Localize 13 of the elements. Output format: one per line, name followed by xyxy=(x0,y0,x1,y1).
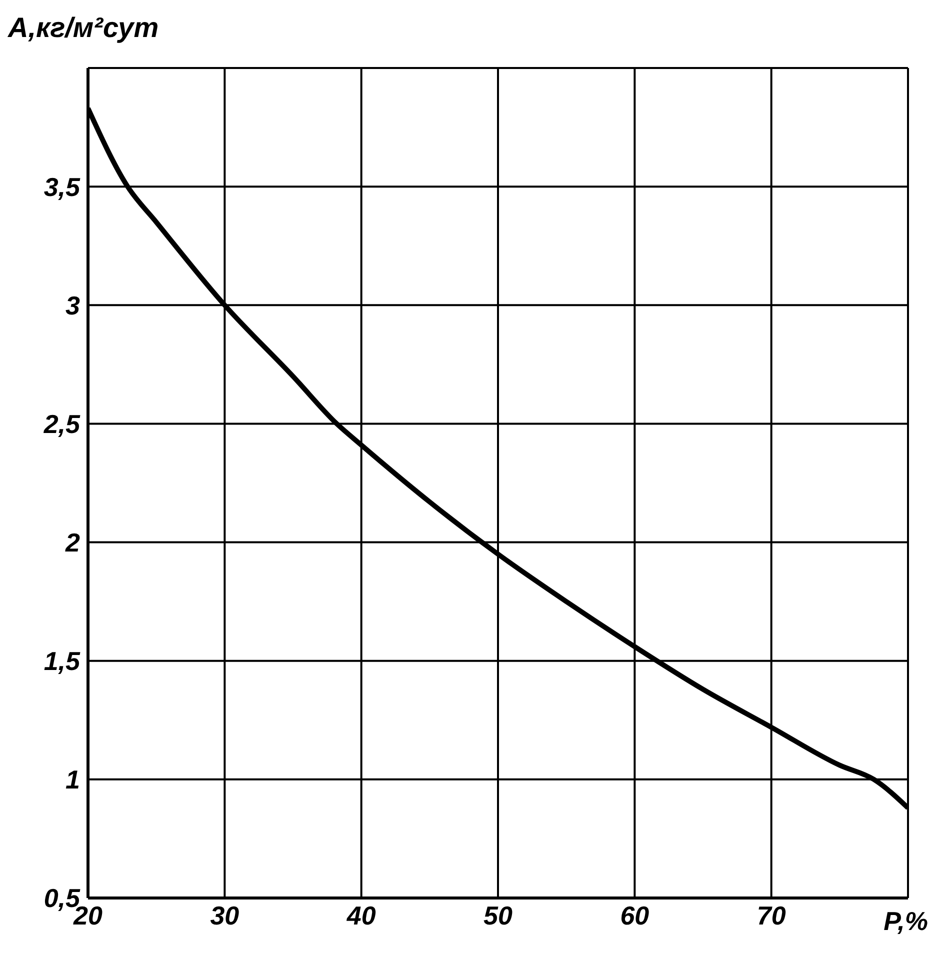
x-tick-label: 50 xyxy=(484,900,513,930)
y-tick-label: 1 xyxy=(66,764,80,795)
x-tick-label: 60 xyxy=(620,900,650,930)
x-axis-title: P,% xyxy=(884,906,928,937)
y-tick-label: 3,5 xyxy=(44,172,81,202)
x-tick-label: 40 xyxy=(346,900,376,930)
x-tick-label: 70 xyxy=(756,900,786,930)
y-axis-title: A,кг/м²сут xyxy=(8,12,159,44)
y-tick-label: 2,5 xyxy=(42,408,81,439)
y-tick-label: 3 xyxy=(66,290,81,320)
x-tick-label: 30 xyxy=(210,900,240,930)
y-tick-label: 2 xyxy=(64,528,81,558)
y-tick-label: 1,5 xyxy=(44,646,81,676)
